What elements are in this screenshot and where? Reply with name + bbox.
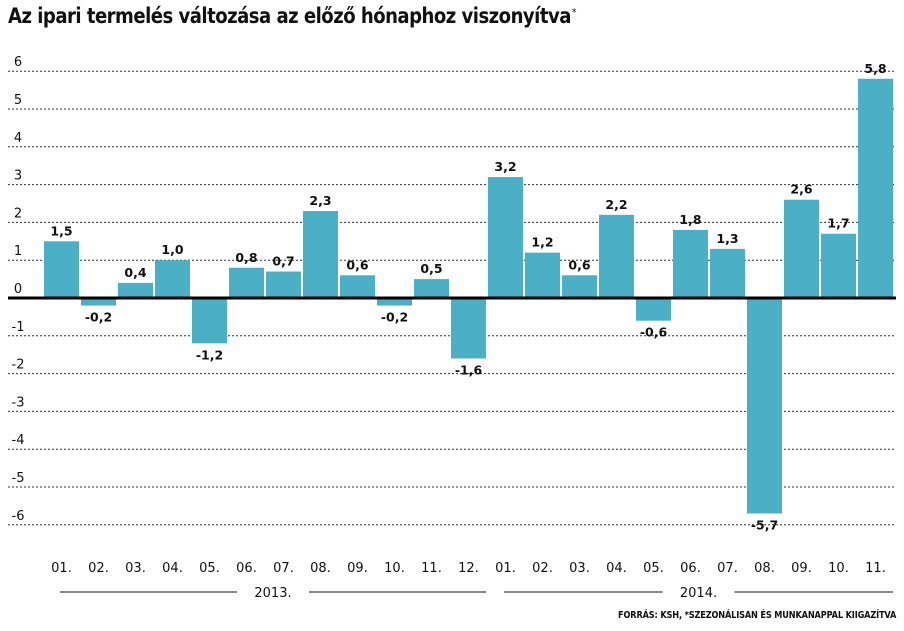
bar (229, 267, 264, 298)
bar (266, 271, 301, 298)
bar (81, 298, 116, 306)
data-label: 0,5 (420, 261, 442, 276)
x-tick-label: 03. (125, 561, 146, 576)
x-tick-label: 10. (828, 561, 849, 576)
bar (192, 298, 227, 344)
y-tick-label: -2 (12, 358, 25, 373)
data-label: -1,6 (455, 362, 483, 377)
x-tick-label: 02. (88, 561, 109, 576)
data-label: -0,6 (640, 325, 668, 340)
data-label: 2,6 (790, 182, 812, 197)
x-tick-label: 01. (51, 561, 72, 576)
y-tick-label: -6 (12, 509, 25, 524)
year-label: 2014. (680, 586, 717, 601)
x-tick-label: 03. (569, 561, 590, 576)
x-tick-label: 11. (865, 561, 886, 576)
data-label: 0,6 (346, 257, 368, 272)
x-tick-label: 06. (236, 561, 257, 576)
bar (562, 275, 597, 298)
data-label: 1,2 (531, 235, 553, 250)
bar (118, 282, 153, 298)
bar (858, 78, 893, 298)
x-tick-label: 07. (717, 561, 738, 576)
bar (710, 248, 745, 298)
y-tick-label: -4 (12, 433, 25, 448)
data-label: 3,2 (494, 159, 516, 174)
data-label: 0,4 (124, 265, 146, 280)
bar (525, 252, 560, 298)
bar (636, 298, 671, 321)
bar (599, 214, 634, 298)
bar (377, 298, 412, 306)
data-label: -1,2 (196, 347, 223, 362)
data-label: 2,2 (605, 197, 627, 212)
bar (488, 177, 523, 298)
y-tick-label: 0 (14, 282, 22, 297)
data-label: 5,8 (864, 61, 886, 76)
y-tick-label: 1 (14, 244, 22, 259)
x-tick-label: 09. (347, 561, 368, 576)
bar (784, 199, 819, 298)
bar (747, 298, 782, 514)
x-tick-label: 05. (643, 561, 664, 576)
data-label: 0,7 (272, 254, 294, 269)
title-footnote-mark: * (571, 6, 577, 19)
y-tick-label: -1 (12, 320, 25, 335)
source-note: FORRÁS: KSH, *SZEZONÁLISAN ÉS MUNKANAPPA… (617, 610, 896, 621)
x-tick-label: 02. (532, 561, 553, 576)
bar (451, 298, 486, 359)
x-tick-label: 09. (791, 561, 812, 576)
data-label: -0,2 (85, 310, 112, 325)
data-label: 1,7 (827, 216, 849, 231)
x-tick-label: 12. (458, 561, 479, 576)
data-label: 0,8 (235, 250, 257, 265)
data-label: -5,7 (751, 517, 778, 532)
x-tick-label: 05. (199, 561, 220, 576)
data-label: 1,0 (161, 242, 183, 257)
bar (303, 211, 338, 298)
x-tick-label: 04. (606, 561, 627, 576)
data-label: 0,6 (568, 257, 590, 272)
y-tick-label: 5 (14, 93, 22, 108)
y-tick-label: 4 (14, 131, 22, 146)
bar (44, 241, 79, 298)
bar (821, 233, 856, 298)
y-tick-label: 2 (14, 206, 22, 221)
data-label: 1,5 (50, 223, 72, 238)
x-tick-label: 06. (680, 561, 701, 576)
bar (155, 260, 190, 298)
data-label: 1,3 (716, 231, 738, 246)
y-tick-label: -3 (12, 395, 25, 410)
bar (414, 279, 449, 298)
x-tick-label: 01. (495, 561, 516, 576)
x-tick-label: 10. (384, 561, 405, 576)
data-label: -0,2 (381, 310, 408, 325)
x-tick-label: 08. (754, 561, 775, 576)
y-tick-label: 3 (14, 169, 22, 184)
x-tick-label: 08. (310, 561, 331, 576)
data-label: 2,3 (309, 193, 331, 208)
year-label: 2013. (254, 586, 291, 601)
y-tick-label: -5 (12, 471, 25, 486)
data-label: 1,8 (679, 212, 701, 227)
bar (673, 229, 708, 298)
bar (340, 275, 375, 298)
chart-title: Az ipari termelés változása az előző hón… (8, 4, 576, 28)
x-tick-label: 04. (162, 561, 183, 576)
x-tick-label: 11. (421, 561, 442, 576)
y-tick-label: 6 (14, 55, 22, 70)
x-tick-label: 07. (273, 561, 294, 576)
